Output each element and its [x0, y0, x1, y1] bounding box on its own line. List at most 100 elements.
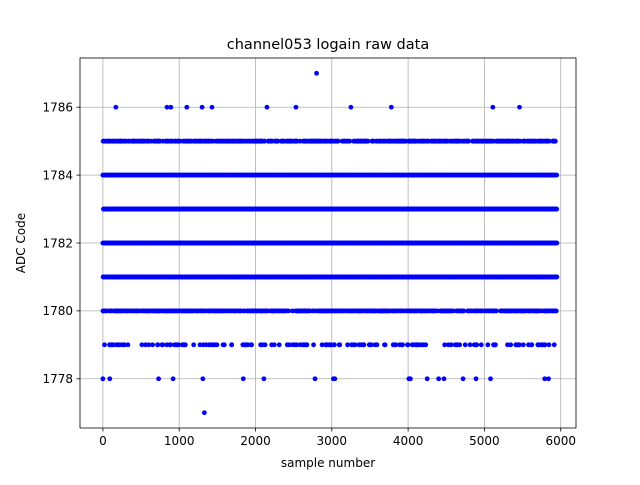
data-point	[240, 376, 246, 382]
data-point	[424, 376, 430, 382]
data-point	[304, 342, 310, 348]
data-point	[168, 104, 174, 110]
data-point	[182, 342, 188, 348]
data-point	[448, 342, 454, 348]
y-tick-label: 1780	[42, 304, 73, 318]
data-point	[365, 138, 371, 144]
x-tick-label: 4000	[393, 434, 424, 448]
data-point	[209, 104, 215, 110]
data-point	[546, 376, 551, 382]
data-point	[546, 342, 552, 348]
data-point	[461, 308, 467, 314]
data-point	[352, 342, 358, 348]
data-point	[441, 376, 447, 382]
data-point	[546, 138, 552, 144]
data-point	[290, 308, 295, 314]
data-point	[494, 308, 499, 314]
data-point	[467, 342, 473, 348]
data-point	[347, 138, 353, 144]
data-point	[442, 342, 448, 348]
data-point	[271, 342, 277, 348]
data-point	[184, 104, 190, 110]
data-point	[553, 308, 559, 314]
data-point	[551, 342, 557, 348]
data-point	[262, 342, 268, 348]
data-point	[508, 342, 514, 348]
data-point	[221, 342, 227, 348]
data-point	[488, 376, 493, 382]
data-points	[100, 70, 560, 416]
data-point	[554, 240, 560, 246]
x-tick-label: 6000	[545, 434, 576, 448]
x-tick-label: 3000	[317, 434, 348, 448]
data-point	[249, 342, 255, 348]
data-point	[229, 342, 235, 348]
data-point	[168, 342, 174, 348]
data-point	[214, 342, 220, 348]
data-point	[261, 376, 267, 382]
chart-title: channel053 logain raw data	[227, 37, 429, 53]
data-point	[450, 308, 456, 314]
data-point	[170, 376, 176, 382]
data-point	[388, 104, 394, 110]
data-point	[436, 376, 442, 382]
x-tick-label: 2000	[240, 434, 271, 448]
data-point	[493, 342, 498, 348]
data-point	[462, 342, 468, 348]
data-point	[311, 342, 316, 348]
x-tick-label: 5000	[469, 434, 500, 448]
data-point	[200, 376, 206, 382]
data-point	[276, 342, 282, 348]
data-point	[332, 342, 337, 348]
data-point	[160, 342, 166, 348]
data-point	[122, 342, 127, 348]
data-point	[319, 342, 325, 348]
data-point	[529, 342, 535, 348]
data-point	[107, 376, 113, 382]
data-point	[293, 104, 299, 110]
data-point	[374, 342, 380, 348]
y-axis-label: ADC Code	[14, 213, 28, 273]
data-point	[146, 342, 152, 348]
data-point	[382, 342, 388, 348]
data-point	[286, 308, 292, 314]
data-point	[197, 342, 203, 348]
data-point	[485, 342, 491, 348]
y-tick-label: 1784	[42, 168, 73, 182]
data-point	[393, 342, 399, 348]
data-point	[474, 342, 480, 348]
data-point	[102, 342, 107, 348]
data-point	[516, 342, 522, 348]
x-tick-label: 1000	[164, 434, 195, 448]
data-point	[164, 104, 170, 110]
y-tick-label: 1778	[42, 372, 73, 386]
data-point	[554, 206, 560, 212]
data-point	[520, 342, 526, 348]
data-point	[100, 376, 106, 382]
data-point	[517, 104, 522, 110]
x-axis-label: sample number	[281, 456, 375, 470]
data-point	[150, 342, 155, 348]
data-point	[345, 342, 351, 348]
data-point	[542, 376, 548, 382]
data-point	[143, 342, 148, 348]
data-point	[348, 104, 354, 110]
data-point	[478, 342, 484, 348]
data-point	[473, 376, 479, 382]
data-point	[286, 342, 292, 348]
data-point	[361, 342, 367, 348]
data-point	[337, 342, 343, 348]
y-tick-label: 1782	[42, 236, 73, 250]
data-point	[262, 138, 268, 144]
data-point	[264, 104, 270, 110]
data-point	[294, 342, 300, 348]
data-point	[552, 138, 558, 144]
data-point	[400, 342, 405, 348]
data-point	[434, 308, 440, 314]
data-point	[554, 172, 560, 178]
tick-marks: 0 1000 2000 3000 4000 5000 6000 1778 1780 1782 178…	[42, 101, 576, 448]
data-point	[405, 342, 411, 348]
data-point	[113, 104, 119, 110]
